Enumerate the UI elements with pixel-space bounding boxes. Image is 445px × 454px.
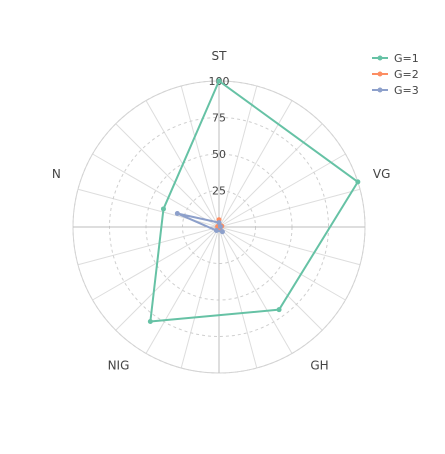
series-point <box>147 318 153 324</box>
angular-grid-line <box>115 123 220 228</box>
series-point <box>174 210 180 216</box>
angular-grid-line <box>218 100 293 228</box>
radial-tick-label: 50 <box>212 148 226 161</box>
series-point <box>216 220 222 226</box>
series-point <box>355 179 361 185</box>
angular-grid-line <box>218 226 293 354</box>
category-label: VG <box>373 167 391 181</box>
category-label: NIG <box>108 358 130 372</box>
legend-label: G=2 <box>394 68 419 81</box>
legend-label: G=3 <box>394 84 419 97</box>
angular-grid-line <box>92 153 220 228</box>
legend-label: G=1 <box>394 52 419 65</box>
series-point <box>219 229 225 235</box>
radial-tick-label: 75 <box>212 112 226 125</box>
series-point <box>276 307 282 313</box>
angular-grid-line <box>115 226 220 331</box>
legend-marker <box>377 87 383 93</box>
series-point <box>160 206 166 212</box>
series-point <box>217 224 223 230</box>
legend-marker <box>377 55 383 61</box>
category-label: GH <box>310 358 328 372</box>
series-point <box>213 228 219 234</box>
legend-item: G=1 <box>372 52 419 65</box>
legend: G=1 G=2 G=3 <box>372 52 419 97</box>
category-label: N <box>52 167 61 181</box>
radial-tick-label: 25 <box>212 185 226 198</box>
angular-grid-line <box>77 226 220 266</box>
angular-grid-line <box>92 226 220 301</box>
category-labels: ST VG GH NIG N <box>52 49 391 372</box>
series-group <box>147 78 361 324</box>
series-line <box>149 80 359 323</box>
series-group <box>174 210 225 235</box>
series-layer <box>147 78 361 324</box>
angular-grid-line <box>218 226 258 369</box>
legend-item: G=2 <box>372 68 419 81</box>
legend-item: G=3 <box>372 84 419 97</box>
angular-grid-line <box>218 123 323 228</box>
angular-grid-line <box>218 153 346 228</box>
category-label: ST <box>212 49 228 63</box>
series-point <box>216 78 222 84</box>
angular-grid-line <box>218 226 323 331</box>
legend-marker <box>377 71 383 77</box>
